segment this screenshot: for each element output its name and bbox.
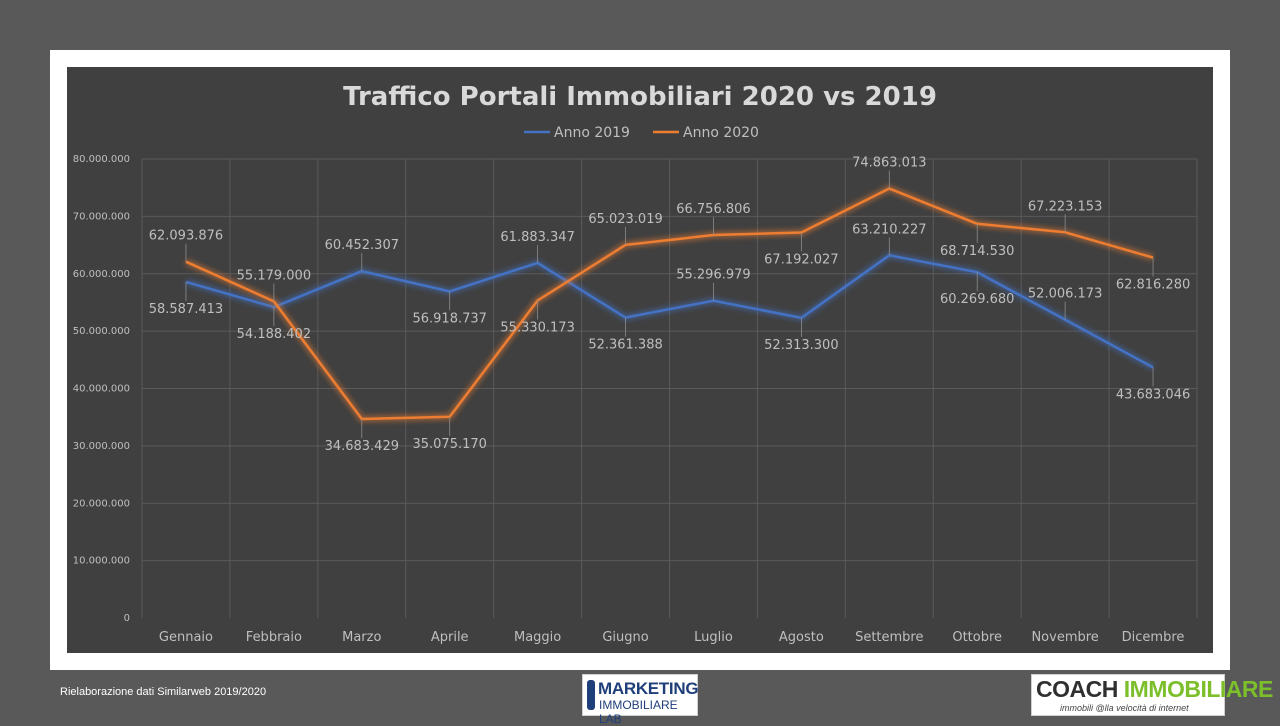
- legend-label: Anno 2020: [683, 125, 759, 141]
- x-tick-label: Settembre: [855, 630, 923, 645]
- grid-lines: [141, 158, 1198, 618]
- data-label: 66.756.806: [676, 202, 750, 217]
- logo-text-bottom: IMMOBILIARE LAB: [599, 698, 678, 726]
- coach-immobiliare-logo: COACH IMMOBILIARE immobili @lla velocità…: [1031, 674, 1273, 716]
- data-label: 62.093.876: [149, 229, 223, 244]
- data-label: 61.883.347: [500, 230, 574, 245]
- y-tick-label: 80.000.000: [73, 154, 130, 165]
- marketing-immobiliare-lab-logo: MARKETING IMMOBILIARE LAB: [582, 674, 699, 726]
- logo-text-coach: COACH: [1036, 676, 1124, 702]
- y-tick-label: 0: [124, 613, 130, 624]
- series-line-2020: [185, 187, 1154, 421]
- y-tick-label: 30.000.000: [73, 441, 130, 452]
- y-tick-label: 70.000.000: [73, 211, 130, 222]
- x-axis: Gennaio Febbraio Marzo Aprile Maggio Giugno Lu…: [159, 630, 1185, 645]
- x-tick-label: Ottobre: [952, 630, 1002, 645]
- x-tick-label: Agosto: [779, 630, 824, 645]
- x-tick-label: Gennaio: [159, 630, 213, 645]
- y-tick-label: 60.000.000: [73, 269, 130, 280]
- data-label: 52.006.173: [1028, 287, 1102, 302]
- logo-text-immobiliare: IMMOBILIARE: [1123, 676, 1274, 702]
- data-label: 58.587.413: [149, 302, 223, 317]
- data-label: 62.816.280: [1116, 278, 1190, 293]
- y-axis: 0 10.000.000 20.000.000 30.000.000 40.000.00…: [73, 154, 130, 624]
- data-label: 74.863.013: [852, 155, 926, 170]
- y-tick-label: 40.000.000: [73, 384, 130, 395]
- legend-label: Anno 2019: [554, 125, 630, 141]
- x-tick-label: Maggio: [514, 630, 561, 645]
- data-label: 43.683.046: [1116, 387, 1190, 402]
- data-label: 68.714.530: [940, 244, 1014, 259]
- data-label: 67.192.027: [764, 252, 838, 267]
- data-label: 60.452.307: [325, 238, 399, 253]
- data-label: 60.269.680: [940, 292, 1014, 307]
- x-tick-label: Novembre: [1031, 630, 1098, 645]
- line-chart: Traffico Portali Immobiliari 2020 vs 201…: [67, 67, 1213, 653]
- data-label: 55.179.000: [237, 268, 311, 283]
- x-tick-label: Febbraio: [246, 630, 302, 645]
- series-lines: [184, 184, 1155, 423]
- x-tick-label: Dicembre: [1122, 630, 1185, 645]
- data-label: 34.683.429: [325, 439, 399, 454]
- data-label: 67.223.153: [1028, 199, 1102, 214]
- data-label: 52.361.388: [588, 338, 662, 353]
- house-icon: [587, 680, 595, 710]
- data-label: 63.210.227: [852, 222, 926, 237]
- data-label: 55.330.173: [500, 321, 574, 336]
- data-label: 54.188.402: [237, 327, 311, 342]
- data-label: 35.075.170: [412, 437, 486, 452]
- y-tick-label: 10.000.000: [73, 556, 130, 567]
- x-tick-label: Giugno: [602, 630, 648, 645]
- source-note: Rielaborazione dati Similarweb 2019/2020: [60, 686, 267, 698]
- x-tick-label: Aprile: [431, 630, 469, 645]
- chart-title: Traffico Portali Immobiliari 2020 vs 201…: [343, 82, 937, 112]
- y-tick-label: 50.000.000: [73, 326, 130, 337]
- chart-background: [67, 67, 1213, 653]
- data-label: 56.918.737: [412, 311, 486, 326]
- data-label: 55.296.979: [676, 268, 750, 283]
- series-line-2019: [185, 254, 1154, 369]
- data-labels: 58.587.413 54.188.402 60.452.307 56.918.737…: [149, 155, 1191, 454]
- logo-text-top: MARKETING: [598, 679, 699, 698]
- y-tick-label: 20.000.000: [73, 498, 130, 509]
- data-label: 52.313.300: [764, 338, 838, 353]
- x-tick-label: Luglio: [694, 630, 733, 645]
- logo-tagline: immobili @lla velocità di internet: [1060, 703, 1189, 713]
- chart-legend: Anno 2019 Anno 2020: [524, 125, 759, 141]
- data-label: 65.023.019: [588, 212, 662, 227]
- x-tick-label: Marzo: [342, 630, 381, 645]
